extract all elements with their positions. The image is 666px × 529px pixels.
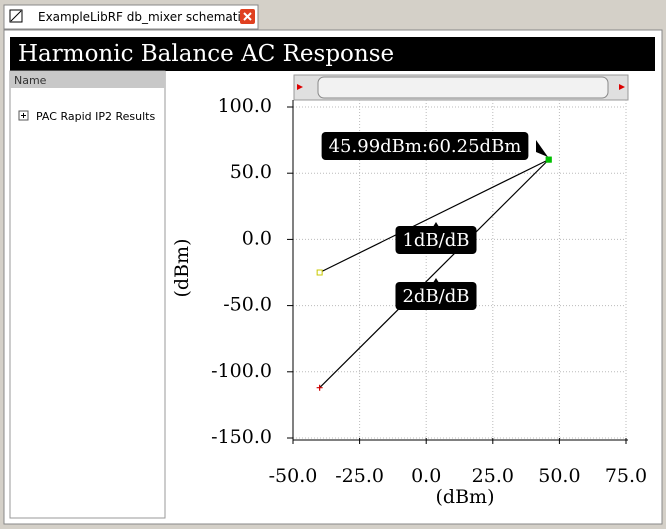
tab-icon-line xyxy=(10,10,22,22)
annotation: 45.99dBm:60.25dBm xyxy=(321,132,548,160)
header-title: Harmonic Balance AC Response xyxy=(18,41,394,67)
x-tick-label: 0.0 xyxy=(411,465,441,487)
marker xyxy=(316,269,323,276)
scrollbar-thumb[interactable] xyxy=(317,76,609,99)
y-tick-label: 50.0 xyxy=(230,161,272,183)
x-tick-label: -50.0 xyxy=(269,465,318,487)
y-tick-label: -100.0 xyxy=(211,360,272,382)
annotation-box xyxy=(321,132,529,160)
tree-expander-plus xyxy=(21,113,26,118)
y-tick-label: -150.0 xyxy=(211,426,272,448)
annotation-text: 2dB/dB xyxy=(402,286,469,307)
marker xyxy=(316,384,323,391)
sidebar-column-header: Name xyxy=(14,74,47,87)
tab[interactable] xyxy=(3,4,259,30)
marker xyxy=(545,156,552,163)
x-tick-label: 50.0 xyxy=(538,465,580,487)
annotation-pointer xyxy=(431,278,441,286)
y-tick-label: -50.0 xyxy=(223,294,272,316)
annotation-box xyxy=(395,282,477,310)
y-tick-label: 0.0 xyxy=(242,227,272,249)
tab-title: ExampleLibRF db_mixer schematic xyxy=(38,10,247,24)
x-tick-label: 75.0 xyxy=(605,465,647,487)
annotation-text: 1dB/dB xyxy=(402,230,469,251)
annotation: 2dB/dB xyxy=(395,278,477,310)
scroll-right[interactable] xyxy=(619,84,625,90)
sidebar xyxy=(9,70,166,519)
x-tick-label: 25.0 xyxy=(472,465,514,487)
annotation-pointer xyxy=(431,222,441,230)
annotation-box xyxy=(395,226,477,254)
y-tick-label: 100.0 xyxy=(218,95,272,117)
y-axis-label: (dBm) xyxy=(171,239,193,298)
tab-close-x xyxy=(243,12,252,21)
series-line xyxy=(319,159,550,389)
tree-item[interactable]: PAC Rapid IP2 Results xyxy=(36,110,155,123)
annotation: 1dB/dB xyxy=(395,222,477,254)
header-bar xyxy=(10,37,655,71)
x-tick-label: -25.0 xyxy=(335,465,384,487)
plot: -150.0 -100.0 -50.0 0.0 50.0 100.0 -50.0 -25.0 0… xyxy=(211,95,647,487)
scroll-left[interactable] xyxy=(297,84,303,90)
x-axis-label: (dBm) xyxy=(436,486,495,508)
sidebar-header xyxy=(10,71,165,88)
series-line xyxy=(319,159,549,274)
annotation-text: 45.99dBm:60.25dBm xyxy=(329,136,522,157)
annotation-pointer xyxy=(536,140,548,157)
